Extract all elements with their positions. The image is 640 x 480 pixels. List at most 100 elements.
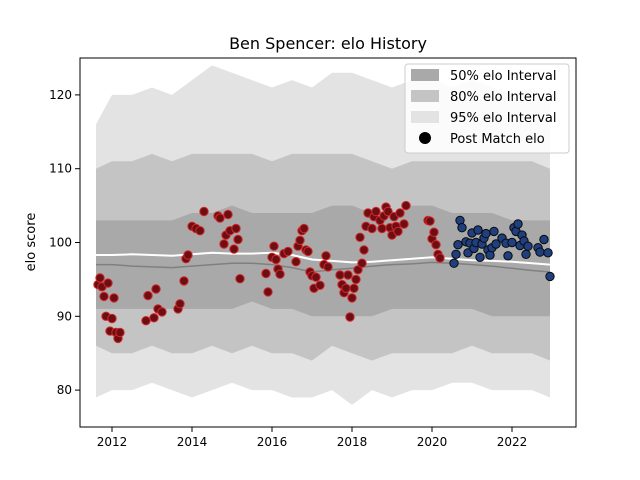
- red-match-point: [109, 293, 119, 303]
- red-match-point: [219, 239, 229, 249]
- red-match-point: [335, 270, 345, 280]
- red-match-point: [377, 223, 387, 234]
- blue-match-point: [473, 225, 483, 235]
- red-match-point: [323, 262, 333, 272]
- blue-match-point: [453, 240, 463, 250]
- red-match-point: [95, 273, 105, 283]
- blue-match-point: [543, 248, 553, 258]
- red-match-point: [261, 268, 271, 279]
- blue-match-point: [457, 223, 467, 233]
- blue-match-point: [507, 237, 517, 248]
- red-match-point: [349, 283, 359, 293]
- red-match-point: [321, 251, 331, 261]
- red-match-point: [115, 327, 125, 338]
- red-match-point: [311, 272, 321, 282]
- red-match-point: [359, 245, 369, 255]
- blue-match-point: [539, 234, 549, 245]
- blue-match-point: [449, 258, 459, 268]
- red-match-point: [393, 226, 403, 237]
- x-tick-label: 2014: [177, 435, 208, 449]
- blue-match-point: [545, 271, 555, 282]
- blue-match-point: [481, 228, 491, 239]
- legend-swatch-80: [411, 90, 439, 102]
- red-match-point: [149, 313, 159, 323]
- red-match-point: [399, 219, 409, 229]
- legend-label-post-match: Post Match elo: [450, 132, 545, 147]
- red-match-point: [431, 240, 441, 250]
- red-match-point: [183, 250, 193, 260]
- red-match-point: [199, 206, 209, 217]
- legend-label-50: 50% elo Interval: [450, 69, 557, 84]
- red-match-point: [291, 257, 301, 267]
- red-match-point: [345, 312, 355, 322]
- red-match-point: [303, 246, 313, 257]
- red-match-point: [295, 235, 305, 246]
- legend-label-80: 80% elo Interval: [450, 90, 557, 105]
- blue-match-point: [475, 252, 485, 262]
- red-match-point: [367, 223, 377, 234]
- x-tick-label: 2012: [97, 435, 128, 449]
- legend-swatch-50: [411, 69, 439, 81]
- red-match-point: [233, 234, 243, 245]
- trend-lines: [96, 251, 551, 273]
- red-match-point: [401, 200, 411, 211]
- blue-match-point: [523, 241, 533, 251]
- y-axis: 80 90 100 110 120: [49, 88, 80, 397]
- y-tick-label: 120: [49, 88, 72, 102]
- red-match-point: [271, 254, 281, 265]
- red-match-point: [151, 284, 161, 294]
- red-match-point: [299, 223, 309, 234]
- red-match-point: [383, 206, 393, 217]
- y-tick-label: 100: [49, 236, 72, 250]
- red-match-point: [179, 276, 189, 286]
- blue-match-point: [491, 239, 501, 249]
- red-match-point: [429, 227, 439, 237]
- red-match-point: [357, 258, 367, 268]
- x-tick-label: 2020: [417, 435, 448, 449]
- red-match-point: [235, 274, 245, 284]
- red-match-point: [223, 209, 233, 220]
- blue-match-point: [451, 249, 461, 260]
- legend-frame: [404, 63, 570, 154]
- red-match-point: [351, 274, 361, 285]
- chart-title: Ben Spencer: elo History: [229, 34, 427, 53]
- red-match-point: [395, 208, 405, 218]
- y-tick-label: 80: [57, 383, 72, 397]
- red-match-point: [425, 216, 435, 226]
- y-axis-label: elo score: [24, 213, 39, 272]
- red-match-point: [275, 269, 285, 279]
- median-elo-line: [96, 261, 551, 273]
- red-match-point: [175, 299, 185, 309]
- red-match-point: [371, 206, 381, 217]
- red-match-point: [215, 213, 225, 223]
- red-match-point: [231, 223, 241, 234]
- legend-marker-post-match: [419, 132, 431, 144]
- red-match-point: [315, 280, 325, 290]
- legend-swatch-95: [411, 111, 439, 123]
- blue-match-point: [535, 247, 545, 257]
- match-points: [93, 200, 555, 344]
- blue-match-point: [521, 249, 531, 260]
- red-match-point: [157, 307, 167, 317]
- y-tick-label: 90: [57, 309, 72, 323]
- red-match-point: [195, 226, 205, 236]
- red-match-point: [107, 313, 117, 324]
- red-match-point: [263, 287, 273, 297]
- blue-match-point: [503, 251, 513, 261]
- mean-elo-line: [96, 251, 551, 266]
- red-match-point: [343, 270, 353, 280]
- red-match-point: [269, 241, 279, 251]
- red-match-point: [283, 246, 293, 257]
- red-match-point: [141, 316, 151, 326]
- y-tick-label: 110: [49, 162, 72, 176]
- x-tick-label: 2018: [337, 435, 368, 449]
- blue-match-point: [513, 219, 523, 229]
- red-match-point: [435, 253, 445, 263]
- red-match-point: [341, 283, 351, 293]
- red-match-point: [229, 244, 239, 254]
- x-axis: 2012 2014 2016 2018 2020 2022: [97, 427, 527, 449]
- red-match-point: [143, 290, 153, 301]
- blue-match-point: [489, 226, 499, 237]
- red-match-point: [99, 291, 109, 302]
